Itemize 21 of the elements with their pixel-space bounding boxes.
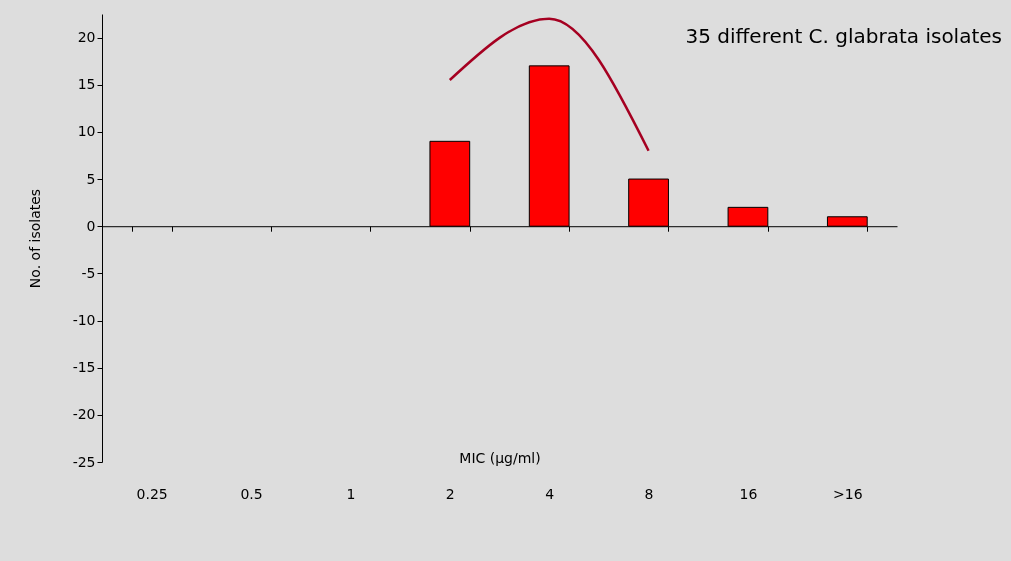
y-tick-label: 10: [77, 123, 96, 140]
x-axis-title: MIC (μg/ml): [459, 449, 541, 466]
y-tick-label: 20: [77, 29, 96, 46]
y-axis-title: No. of isolates: [26, 188, 43, 289]
x-tick-label: 4: [545, 485, 555, 502]
x-tick-label: >16: [833, 485, 863, 502]
y-tick-label: 15: [77, 76, 96, 93]
y-tick-label: -10: [72, 312, 96, 329]
x-tick-label: 1: [346, 485, 356, 502]
y-tick-label: -15: [72, 359, 96, 376]
x-tick-label: 0.25: [136, 485, 168, 502]
x-tick-label: 0.5: [240, 485, 263, 502]
y-tick-label: 0: [86, 217, 96, 234]
x-tick-label: 2: [445, 485, 455, 502]
y-tick-label: 5: [86, 170, 96, 187]
x-tick-label: 8: [644, 485, 654, 502]
annotation: 35 different C. glabrata isolates: [685, 24, 1002, 48]
y-tick-label: -5: [81, 264, 96, 281]
y-tick-label: -20: [72, 406, 96, 423]
x-tick-label: 16: [739, 485, 758, 502]
y-tick-label: -25: [72, 453, 96, 470]
